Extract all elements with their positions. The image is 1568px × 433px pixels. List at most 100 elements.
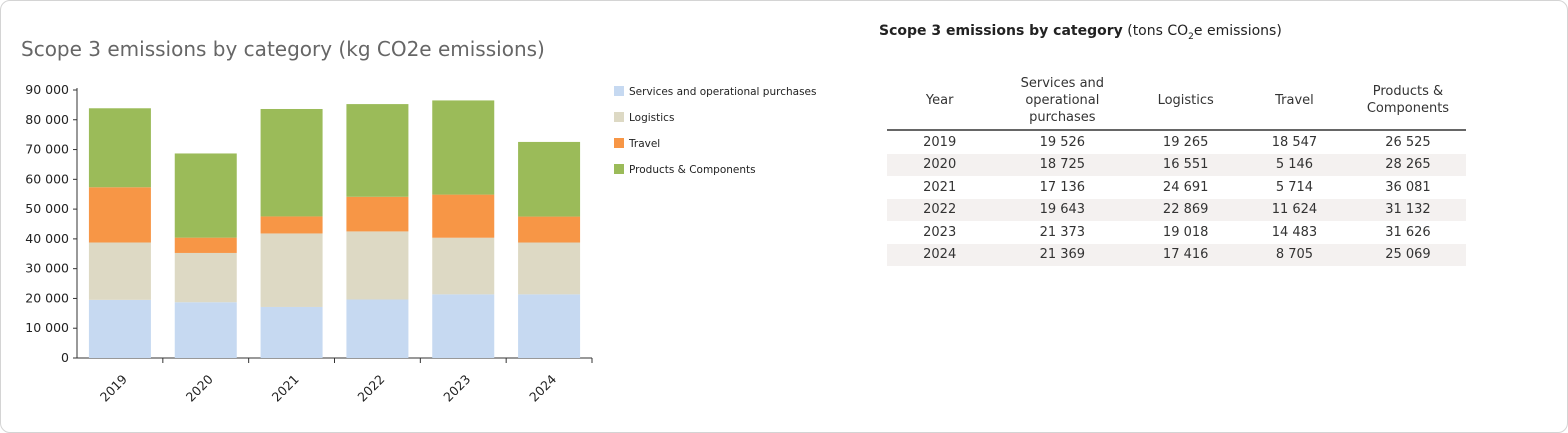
- y-tick-label: 0: [61, 350, 69, 365]
- cell-logistics: 22 869: [1132, 198, 1240, 221]
- cell-products: 36 081: [1385, 179, 1431, 195]
- chart-panel: Scope 3 emissions by category (kg CO2e e…: [1, 1, 861, 432]
- cell-year: 2023: [923, 224, 957, 240]
- table-title-subscript: 2: [1188, 31, 1194, 42]
- table-title: Scope 3 emissions by category (tons CO2e…: [879, 23, 1479, 42]
- table-row: 2019 19 526 19 265 18 547 26 525: [887, 130, 1466, 154]
- bar-segment: [432, 100, 495, 195]
- y-tick-label: 70 000: [25, 142, 69, 157]
- x-tick-label: 2022: [354, 372, 387, 405]
- bar-segment: [518, 141, 581, 217]
- cell-products: 26 525: [1385, 134, 1431, 150]
- cell-year: 2019: [923, 134, 957, 150]
- bar-segment: [260, 233, 323, 307]
- cell-logistics: 17 416: [1132, 243, 1240, 266]
- legend-label: Services and operational purchases: [629, 86, 816, 98]
- bar-segment: [88, 108, 151, 188]
- legend-swatch: [614, 86, 624, 96]
- stacked-bar-chart: 0 10 000 20 000 30 000 40 000 50 000 60 000 70 …: [25, 82, 816, 405]
- y-tick-label: 40 000: [25, 231, 69, 246]
- chart-title: Scope 3 emissions by category (kg CO2e e…: [21, 37, 545, 61]
- bar-segment: [518, 242, 581, 295]
- cell-products: 25 069: [1349, 243, 1466, 266]
- table-title-unit-start: (tons CO: [1122, 23, 1189, 39]
- legend-label: Travel: [628, 138, 660, 150]
- y-tick-label: 30 000: [25, 261, 69, 276]
- cell-services: 17 136: [1039, 179, 1086, 195]
- bar-segment: [174, 302, 237, 358]
- cell-products: 31 132: [1349, 198, 1466, 221]
- x-tick-label: 2021: [269, 372, 302, 405]
- x-tick-label: 2020: [183, 371, 216, 404]
- cell-logistics: 19 018: [1162, 224, 1209, 240]
- table-header-row: Year Services and operational purchases …: [887, 71, 1466, 131]
- legend-swatch: [614, 164, 624, 174]
- header-products: Products & Components: [1349, 71, 1466, 131]
- cell-travel: 14 483: [1271, 224, 1318, 240]
- y-tick-label: 50 000: [25, 201, 69, 216]
- legend-label: Products & Components: [629, 164, 756, 176]
- table-row: 2020 18 725 16 551 5 146 28 265: [887, 153, 1466, 176]
- bar-segment: [346, 299, 409, 358]
- table-panel: Scope 3 emissions by category (tons CO2e…: [879, 23, 1479, 266]
- cell-logistics: 16 551: [1132, 153, 1240, 176]
- emissions-table: Year Services and operational purchases …: [887, 71, 1466, 266]
- y-tick-label: 80 000: [25, 112, 69, 127]
- cell-logistics: 19 265: [1162, 134, 1209, 150]
- cell-year: 2024: [887, 243, 993, 266]
- cell-services: 18 725: [992, 153, 1133, 176]
- bar-segment: [432, 194, 495, 238]
- bar-segment: [88, 187, 151, 243]
- header-year: Year: [887, 71, 993, 131]
- cell-products: 28 265: [1349, 153, 1466, 176]
- table-row: 2024 21 369 17 416 8 705 25 069: [887, 243, 1466, 266]
- table-row: 2022 19 643 22 869 11 624 31 132: [887, 198, 1466, 221]
- bar-segment: [174, 237, 237, 253]
- header-logistics: Logistics: [1132, 71, 1240, 131]
- x-tick-label: 2024: [526, 371, 559, 404]
- x-tick-label: 2019: [97, 371, 130, 404]
- cell-travel: 5 146: [1239, 153, 1350, 176]
- header-services: Services and operational purchases: [992, 71, 1133, 131]
- bar-segment: [346, 196, 409, 232]
- y-tick-label: 90 000: [25, 82, 69, 97]
- table-title-bold: Scope 3 emissions by category: [879, 23, 1123, 39]
- legend-swatch: [614, 138, 624, 148]
- cell-year: 2020: [887, 153, 993, 176]
- bar-segment: [174, 153, 237, 238]
- bar-segment: [346, 231, 409, 300]
- bar-segment: [174, 252, 237, 303]
- legend-swatch: [614, 112, 624, 122]
- bar-segment: [346, 104, 409, 197]
- cell-services: 19 526: [1039, 134, 1086, 150]
- cell-services: 19 643: [992, 198, 1133, 221]
- y-tick-label: 10 000: [25, 320, 69, 335]
- table-row: 2023 21 373 19 018 14 483 31 626: [887, 221, 1466, 244]
- bar-segment: [432, 294, 495, 358]
- table-row: 2021 17 136 24 691 5 714 36 081: [887, 176, 1466, 199]
- cell-products: 31 626: [1385, 224, 1431, 240]
- cell-year: 2021: [923, 179, 957, 195]
- table-title-unit-end: e emissions): [1193, 23, 1282, 39]
- y-tick-label: 60 000: [25, 171, 69, 186]
- cell-travel: 5 714: [1275, 179, 1314, 195]
- y-tick-label: 20 000: [25, 290, 69, 305]
- legend-label: Logistics: [629, 112, 674, 124]
- header-travel: Travel: [1239, 71, 1350, 131]
- bar-segment: [518, 294, 581, 358]
- cell-travel: 11 624: [1239, 198, 1350, 221]
- bar-segment: [88, 299, 151, 358]
- cell-travel: 8 705: [1239, 243, 1350, 266]
- x-tick-label: 2023: [440, 372, 473, 405]
- cell-travel: 18 547: [1271, 134, 1318, 150]
- bar-segment: [260, 306, 323, 358]
- bar-segment: [88, 242, 151, 300]
- bar-segment: [260, 108, 323, 217]
- bar-segment: [518, 216, 581, 243]
- cell-year: 2022: [887, 198, 993, 221]
- cell-logistics: 24 691: [1162, 179, 1209, 195]
- cell-services: 21 373: [1039, 224, 1086, 240]
- cell-services: 21 369: [992, 243, 1133, 266]
- bar-segment: [432, 237, 495, 295]
